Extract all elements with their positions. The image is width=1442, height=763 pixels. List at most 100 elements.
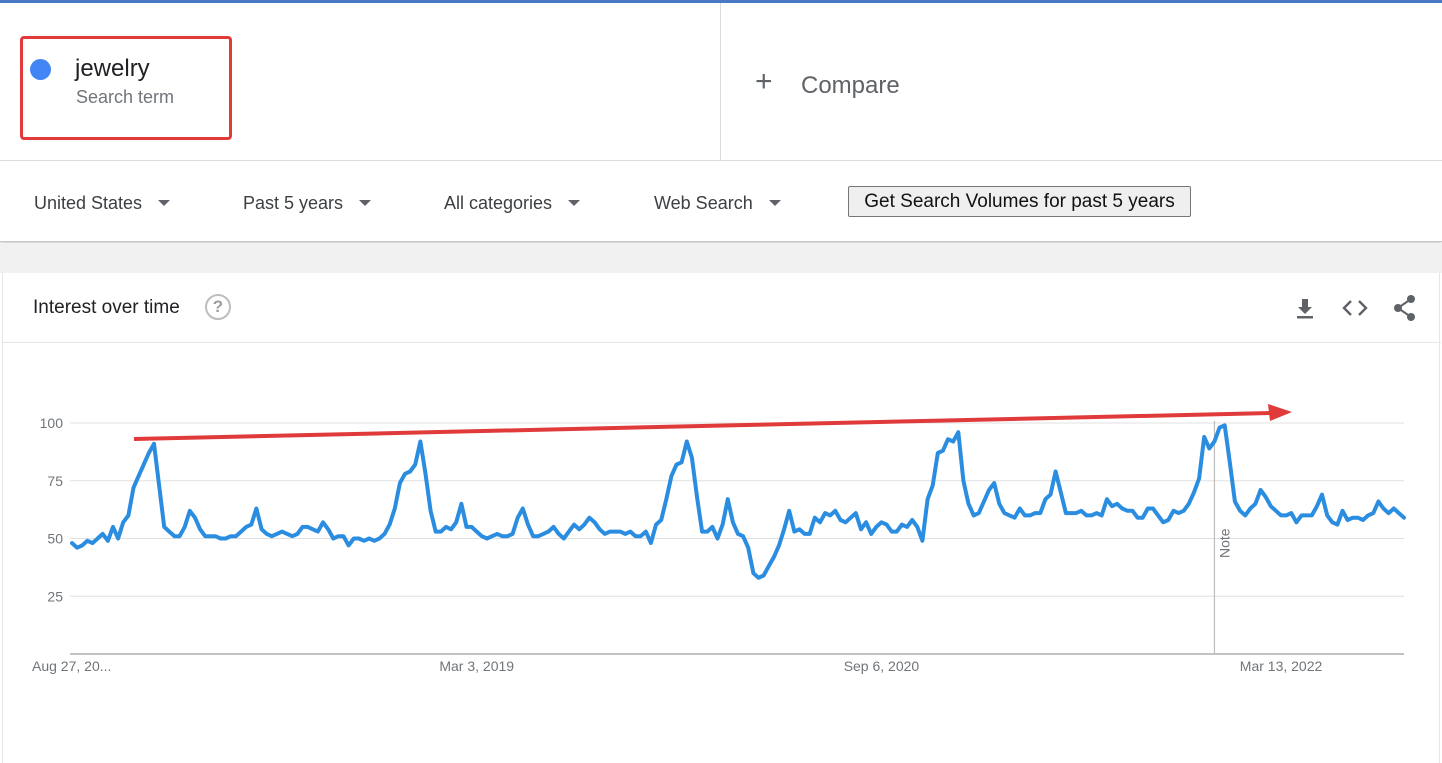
data-point — [582, 523, 586, 527]
data-point — [1259, 488, 1263, 492]
filters-bar: United States Past 5 years All categorie… — [0, 162, 1442, 242]
data-point — [926, 497, 930, 501]
data-point — [1177, 511, 1181, 515]
data-point — [224, 537, 228, 541]
search-terms-row: jewelry Search term + Compare — [0, 3, 1442, 161]
data-point — [444, 525, 448, 529]
data-point — [910, 518, 914, 522]
y-tick-label: 25 — [47, 588, 63, 604]
data-point — [398, 481, 402, 485]
data-point — [1136, 516, 1140, 520]
download-icon[interactable] — [1290, 293, 1320, 323]
data-point — [803, 532, 807, 536]
data-point — [142, 463, 146, 467]
data-point — [1402, 516, 1406, 520]
data-point — [372, 539, 376, 543]
data-point — [439, 530, 443, 534]
data-point — [890, 530, 894, 534]
data-point — [1264, 495, 1268, 499]
data-point — [956, 430, 960, 434]
compare-button[interactable]: + Compare — [721, 3, 1442, 161]
data-point — [531, 534, 535, 538]
category-dropdown[interactable]: All categories — [444, 190, 581, 216]
search-term-card[interactable]: jewelry Search term — [0, 3, 721, 161]
data-point — [649, 541, 653, 545]
data-point — [751, 571, 755, 575]
data-point — [1182, 509, 1186, 513]
data-point — [1084, 513, 1088, 517]
data-point — [577, 527, 581, 531]
card-title: Interest over time — [33, 297, 180, 318]
data-point — [1095, 511, 1099, 515]
data-point — [813, 516, 817, 520]
data-point — [1054, 470, 1058, 474]
help-circle-icon[interactable]: ? — [205, 294, 231, 320]
data-point — [900, 523, 904, 527]
share-icon[interactable] — [1390, 293, 1420, 323]
data-point — [1074, 511, 1078, 515]
compare-label: Compare — [801, 72, 900, 99]
data-point — [526, 523, 530, 527]
data-point — [772, 555, 776, 559]
data-point — [757, 576, 761, 580]
data-point — [731, 520, 735, 524]
note-label[interactable]: Note — [1216, 528, 1232, 558]
data-point — [613, 530, 617, 534]
y-tick-label: 100 — [40, 415, 64, 431]
data-point — [920, 539, 924, 543]
data-point — [183, 525, 187, 529]
data-point — [546, 530, 550, 534]
data-point — [1397, 511, 1401, 515]
data-point — [213, 534, 217, 538]
data-point — [736, 532, 740, 536]
data-point — [710, 525, 714, 529]
data-point — [454, 520, 458, 524]
data-point — [336, 534, 340, 538]
data-point — [552, 525, 556, 529]
data-point — [1300, 513, 1304, 517]
data-point — [91, 541, 95, 545]
period-dropdown[interactable]: Past 5 years — [243, 190, 372, 216]
term-name[interactable]: jewelry — [75, 55, 150, 82]
data-point — [1033, 511, 1037, 515]
data-point — [403, 472, 407, 476]
data-point — [874, 525, 878, 529]
data-point — [1279, 513, 1283, 517]
embed-code-icon[interactable] — [1340, 293, 1370, 323]
data-point — [931, 483, 935, 487]
data-point — [608, 530, 612, 534]
data-point — [982, 500, 986, 504]
data-point — [623, 532, 627, 536]
data-point — [598, 527, 602, 531]
data-point — [167, 530, 171, 534]
data-point — [1228, 460, 1232, 464]
card-header: Interest over time ? — [3, 273, 1441, 343]
data-point — [311, 527, 315, 531]
data-point — [654, 523, 658, 527]
data-point — [1238, 509, 1242, 513]
data-point — [782, 527, 786, 531]
data-point — [1131, 509, 1135, 513]
data-point — [741, 534, 745, 538]
data-point — [567, 530, 571, 534]
data-point — [541, 532, 545, 536]
data-point — [408, 470, 412, 474]
data-point — [1166, 518, 1170, 522]
data-point — [587, 516, 591, 520]
get-search-volumes-button[interactable]: Get Search Volumes for past 5 years — [848, 186, 1191, 217]
data-point — [1376, 500, 1380, 504]
data-point — [80, 543, 84, 547]
data-point — [695, 495, 699, 499]
data-point — [808, 532, 812, 536]
plus-icon: + — [755, 65, 773, 98]
region-dropdown[interactable]: United States — [34, 190, 171, 216]
data-point — [1320, 493, 1324, 497]
data-point — [280, 530, 284, 534]
data-point — [516, 516, 520, 520]
data-point — [1120, 507, 1124, 511]
data-point — [1105, 497, 1109, 501]
data-point — [219, 537, 223, 541]
data-point — [162, 525, 166, 529]
search-type-dropdown[interactable]: Web Search — [654, 190, 781, 216]
data-point — [1248, 507, 1252, 511]
